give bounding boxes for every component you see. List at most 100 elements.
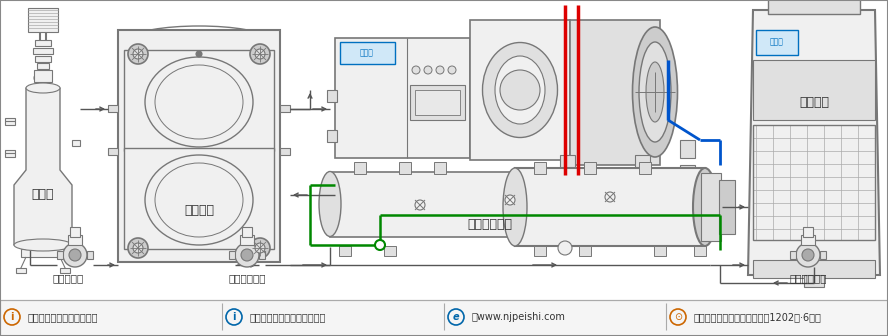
Bar bbox=[820, 251, 826, 259]
Circle shape bbox=[255, 243, 265, 253]
Circle shape bbox=[605, 192, 615, 202]
Ellipse shape bbox=[503, 168, 527, 246]
Bar bbox=[229, 251, 235, 259]
Bar bbox=[560, 155, 575, 173]
Bar bbox=[719, 180, 735, 234]
Circle shape bbox=[448, 66, 456, 74]
Bar bbox=[470, 20, 570, 160]
Bar bbox=[534, 246, 546, 256]
Bar bbox=[335, 38, 470, 158]
Bar bbox=[70, 227, 80, 237]
Circle shape bbox=[69, 249, 81, 261]
Ellipse shape bbox=[34, 72, 52, 84]
Bar bbox=[118, 30, 280, 262]
Circle shape bbox=[241, 249, 253, 261]
Bar bbox=[327, 130, 337, 142]
Bar bbox=[68, 235, 82, 245]
Circle shape bbox=[133, 49, 143, 59]
Ellipse shape bbox=[646, 62, 664, 122]
Bar bbox=[242, 227, 252, 237]
Bar bbox=[87, 251, 93, 259]
Circle shape bbox=[412, 66, 420, 74]
Text: i: i bbox=[11, 312, 13, 322]
Text: e: e bbox=[453, 312, 459, 322]
Bar bbox=[399, 162, 411, 174]
Bar bbox=[108, 105, 118, 112]
Bar bbox=[240, 235, 254, 245]
Circle shape bbox=[415, 200, 425, 210]
Bar bbox=[327, 90, 337, 102]
Bar bbox=[570, 20, 660, 165]
Text: 螺杆冷水机组: 螺杆冷水机组 bbox=[467, 218, 512, 232]
Bar bbox=[124, 148, 274, 249]
Bar bbox=[124, 50, 274, 151]
Text: ：江苏省南京市六合区六断路1202号·6号楼: ：江苏省南京市六合区六断路1202号·6号楼 bbox=[694, 312, 822, 322]
Bar bbox=[680, 140, 695, 158]
Bar bbox=[790, 251, 796, 259]
Bar bbox=[33, 48, 53, 54]
Text: ⊙: ⊙ bbox=[674, 312, 682, 322]
Polygon shape bbox=[748, 10, 880, 275]
Ellipse shape bbox=[482, 42, 558, 137]
Text: ：南京佩诗机电科技有限公司: ：南京佩诗机电科技有限公司 bbox=[250, 312, 327, 322]
Bar bbox=[384, 246, 396, 256]
Bar bbox=[415, 90, 460, 115]
Bar bbox=[803, 227, 813, 237]
Bar bbox=[534, 162, 546, 174]
Bar bbox=[753, 125, 875, 240]
Polygon shape bbox=[14, 88, 72, 245]
Bar bbox=[16, 268, 26, 273]
Text: ：风冷机组无需冷却塔设备: ：风冷机组无需冷却塔设备 bbox=[28, 312, 99, 322]
Bar bbox=[434, 162, 446, 174]
Bar bbox=[35, 40, 51, 46]
Bar bbox=[280, 105, 290, 112]
Text: 遠頻廳: 遠頻廳 bbox=[360, 48, 374, 57]
Bar bbox=[339, 246, 351, 256]
Bar bbox=[57, 251, 63, 259]
Ellipse shape bbox=[14, 239, 72, 251]
Bar bbox=[801, 235, 815, 245]
Bar bbox=[753, 60, 875, 120]
Circle shape bbox=[436, 66, 444, 74]
Ellipse shape bbox=[495, 56, 545, 124]
Circle shape bbox=[558, 241, 572, 255]
Bar bbox=[768, 0, 860, 14]
Bar bbox=[635, 155, 650, 173]
Circle shape bbox=[255, 49, 265, 59]
Circle shape bbox=[235, 243, 259, 267]
Text: 冷凝廳: 冷凝廳 bbox=[770, 38, 784, 46]
Bar bbox=[639, 162, 651, 174]
Ellipse shape bbox=[639, 42, 671, 142]
Bar bbox=[584, 162, 596, 174]
Bar bbox=[654, 246, 666, 256]
Ellipse shape bbox=[693, 168, 717, 246]
Bar bbox=[5, 118, 15, 125]
Bar bbox=[753, 260, 875, 278]
Text: 冷却水塔: 冷却水塔 bbox=[799, 95, 829, 109]
Circle shape bbox=[500, 70, 540, 110]
Bar bbox=[680, 165, 695, 183]
Text: i: i bbox=[233, 312, 235, 322]
Ellipse shape bbox=[26, 83, 60, 93]
Circle shape bbox=[505, 195, 515, 205]
Bar bbox=[37, 63, 49, 69]
Circle shape bbox=[133, 243, 143, 253]
Bar bbox=[0, 300, 888, 336]
Bar bbox=[694, 246, 706, 256]
Bar bbox=[804, 275, 824, 287]
Bar bbox=[354, 162, 366, 174]
Bar bbox=[72, 140, 80, 146]
Circle shape bbox=[63, 243, 87, 267]
Bar bbox=[28, 8, 58, 32]
Bar bbox=[108, 148, 118, 155]
Bar bbox=[515, 168, 705, 246]
Circle shape bbox=[128, 44, 148, 64]
Bar bbox=[35, 56, 51, 62]
Circle shape bbox=[250, 44, 270, 64]
Bar bbox=[579, 246, 591, 256]
Text: 循环工艺泵: 循环工艺泵 bbox=[52, 273, 83, 283]
Circle shape bbox=[196, 51, 202, 57]
Bar bbox=[34, 70, 52, 82]
Text: 冷却循环水泵: 冷却循环水泵 bbox=[789, 273, 827, 283]
Bar bbox=[21, 249, 65, 257]
